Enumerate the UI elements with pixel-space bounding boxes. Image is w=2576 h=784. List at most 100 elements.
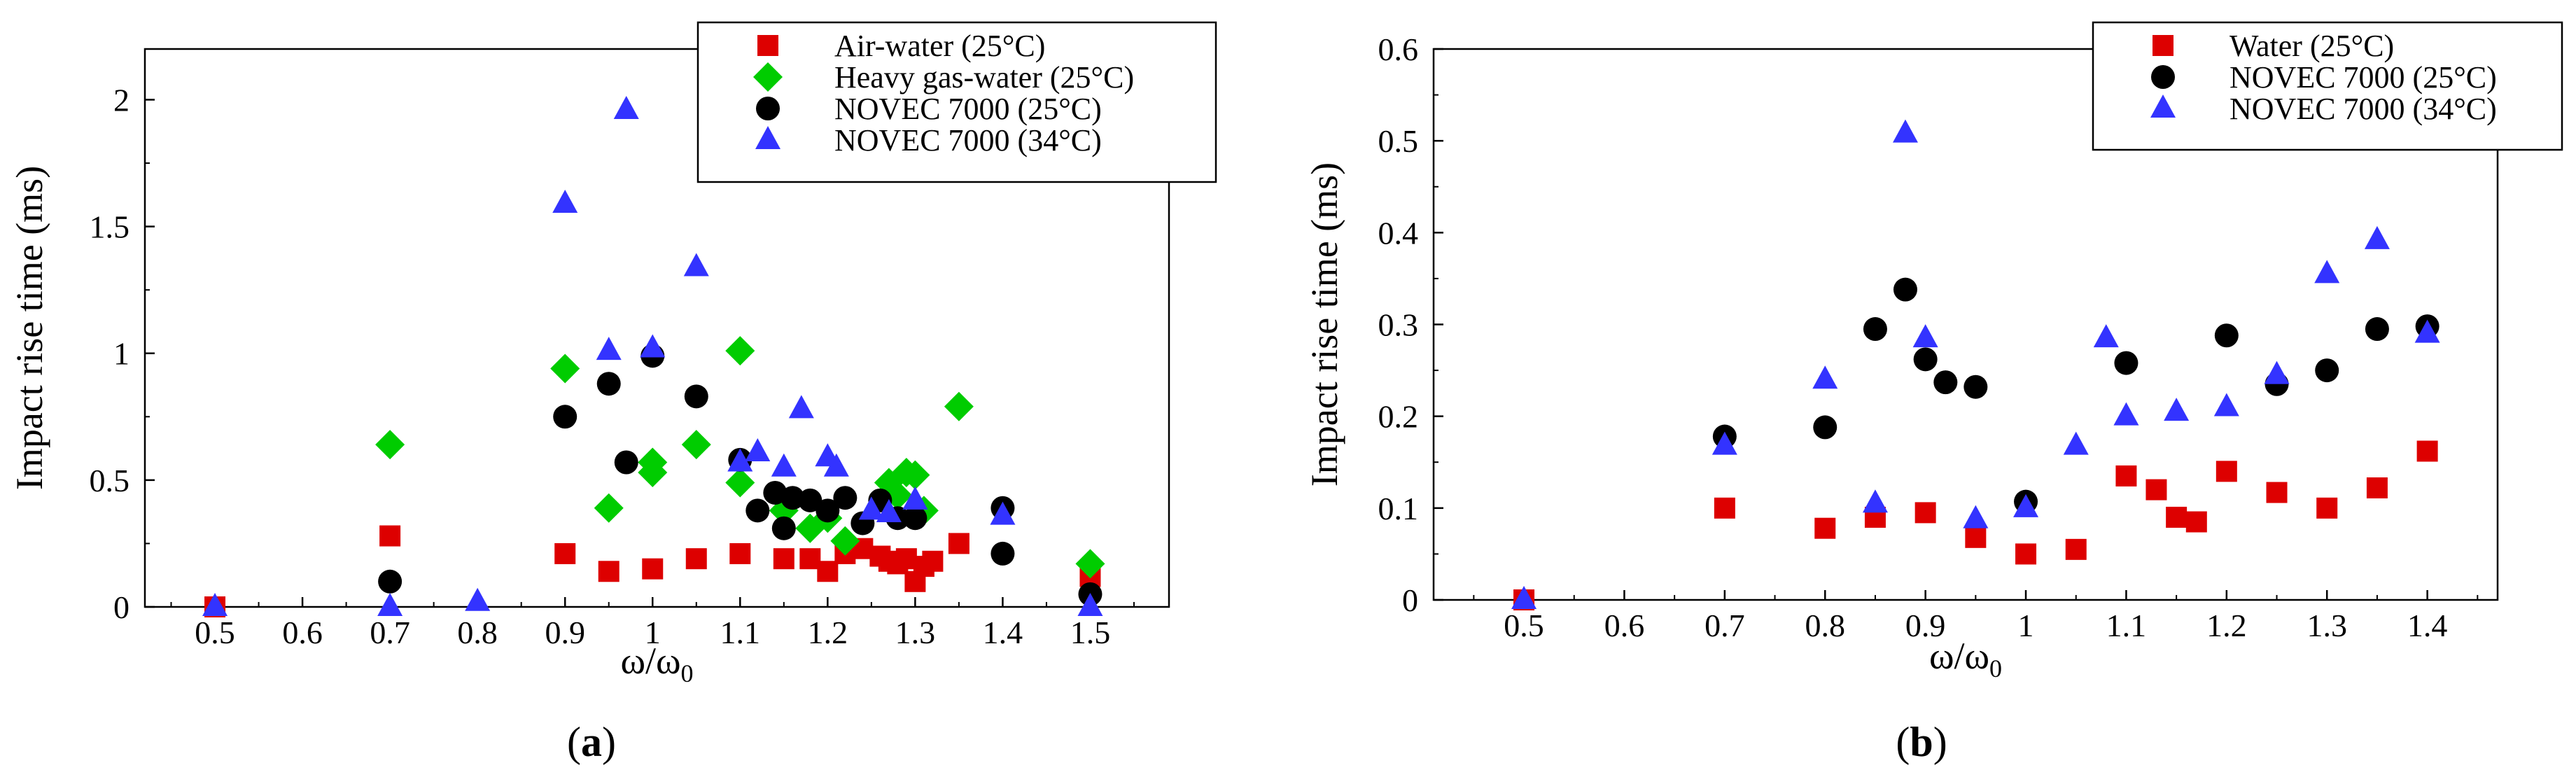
data-point-diamond — [725, 336, 755, 366]
legend-marker — [756, 97, 780, 120]
data-point-circle — [614, 450, 638, 475]
data-point-square — [2115, 465, 2137, 486]
legend-marker — [753, 62, 783, 92]
panel-caption: (b) — [1896, 719, 1947, 765]
x-tick-label: 0.5 — [195, 615, 235, 650]
data-point-triangle — [2414, 319, 2440, 343]
y-tick-label: 1 — [113, 336, 130, 372]
data-point-circle — [553, 405, 578, 429]
data-point-triangle — [2063, 431, 2089, 455]
legend-entry: Heavy gas-water (25°C) — [834, 60, 1134, 94]
data-point-triangle — [902, 486, 928, 510]
data-point-square — [817, 561, 839, 582]
x-tick-label: 1.3 — [895, 615, 936, 650]
data-point-diamond — [944, 391, 974, 421]
x-tick-label: 1.4 — [983, 615, 1023, 650]
x-tick-label: 0.8 — [457, 615, 498, 650]
data-point-circle — [684, 384, 708, 409]
data-point-square — [729, 542, 751, 564]
data-point-circle — [990, 541, 1015, 566]
x-tick-label: 0.6 — [1604, 608, 1645, 643]
y-tick-label: 0 — [113, 589, 130, 625]
data-point-circle — [1813, 415, 1837, 440]
data-point-diamond — [725, 468, 755, 498]
data-point-circle — [2214, 323, 2239, 348]
data-point-square — [554, 542, 576, 564]
legend-marker — [2150, 94, 2176, 118]
data-point-triangle — [1077, 593, 1103, 616]
data-point-diamond — [1075, 549, 1105, 579]
data-point-square — [2366, 477, 2388, 498]
legend-marker — [755, 126, 780, 149]
x-tick-label: 1.1 — [720, 615, 761, 650]
data-point-triangle — [613, 95, 639, 119]
data-point-square — [2015, 543, 2037, 565]
data-point-square — [2216, 461, 2237, 482]
data-point-square — [773, 548, 794, 570]
data-point-square — [1714, 497, 1735, 519]
y-tick-label: 0.4 — [1378, 215, 1419, 251]
legend-entry: NOVEC 7000 (34°C) — [2230, 92, 2497, 126]
data-point-triangle — [1892, 119, 1918, 143]
x-tick-label: 0.8 — [1805, 608, 1845, 643]
panel-a-chart: 0.5 0.6 0.7 0.8 0.9 1 1.1 1.2 1.3 1.4 1.5 0 0.5 1 1.5 2… — [8, 21, 1217, 765]
data-point-square — [799, 548, 821, 570]
data-point-diamond — [550, 354, 580, 384]
data-point-triangle — [1862, 489, 1888, 513]
data-point-circle — [798, 488, 822, 512]
x-tick-label: 0.6 — [282, 615, 323, 650]
y-tick-label: 2 — [113, 82, 130, 118]
legend-box — [696, 21, 1217, 183]
data-point-square — [1814, 517, 1836, 539]
data-point-triangle — [465, 587, 491, 611]
data-point-triangle — [683, 253, 709, 276]
legend-entry: NOVEC 7000 (34°C) — [834, 123, 1102, 158]
y-tick-label: 1.5 — [90, 209, 130, 245]
data-point-triangle — [552, 189, 578, 213]
data-point-square — [379, 525, 401, 547]
data-point-circle — [816, 498, 840, 523]
data-point-triangle — [1963, 505, 1989, 528]
data-point-square — [2166, 506, 2188, 528]
y-axis-label: Impact rise time (ms) — [1303, 162, 1345, 486]
data-point-circle — [903, 506, 927, 531]
data-point-triangle — [2213, 393, 2239, 416]
data-point-square — [685, 548, 707, 570]
y-tick-label: 0.2 — [1378, 399, 1419, 435]
data-point-square — [2065, 538, 2087, 560]
data-point-square — [2185, 511, 2207, 533]
x-tick-label: 0.7 — [370, 615, 410, 650]
y-tick-label: 0.6 — [1378, 31, 1419, 67]
x-tick-label: 0.5 — [1504, 608, 1544, 643]
data-point-triangle — [596, 337, 622, 360]
data-point-triangle — [2164, 398, 2190, 421]
x-tick-label: 0.7 — [1704, 608, 1745, 643]
x-axis-label: ω/ω0 — [1929, 635, 2002, 682]
y-tick-label: 0.1 — [1378, 491, 1419, 526]
data-point-triangle — [2264, 360, 2290, 384]
legend-marker — [757, 35, 778, 56]
data-point-triangle — [771, 453, 797, 477]
data-point-triangle — [745, 438, 771, 462]
data-point-square — [895, 548, 917, 570]
legend-entry: Air-water (25°C) — [834, 29, 1045, 63]
data-point-square — [642, 558, 664, 580]
y-axis-label: Impact rise time (ms) — [8, 166, 50, 490]
legend-marker — [2152, 35, 2174, 56]
data-point-circle — [1913, 347, 1938, 372]
y-tick-label: 0 — [1402, 582, 1418, 618]
legend-entry: NOVEC 7000 (25°C) — [834, 92, 1102, 126]
data-point-diamond — [594, 493, 624, 523]
data-point-triangle — [2113, 402, 2139, 426]
data-point-triangle — [727, 448, 753, 472]
data-point-diamond — [375, 430, 405, 460]
data-point-circle — [2315, 358, 2339, 383]
data-point-triangle — [876, 498, 902, 522]
data-point-circle — [771, 516, 796, 540]
x-tick-label: 1 — [2018, 608, 2034, 643]
panel-caption: (a) — [567, 719, 616, 765]
data-point-triangle — [377, 593, 403, 616]
data-point-triangle — [858, 496, 884, 520]
data-point-diamond — [681, 430, 711, 460]
